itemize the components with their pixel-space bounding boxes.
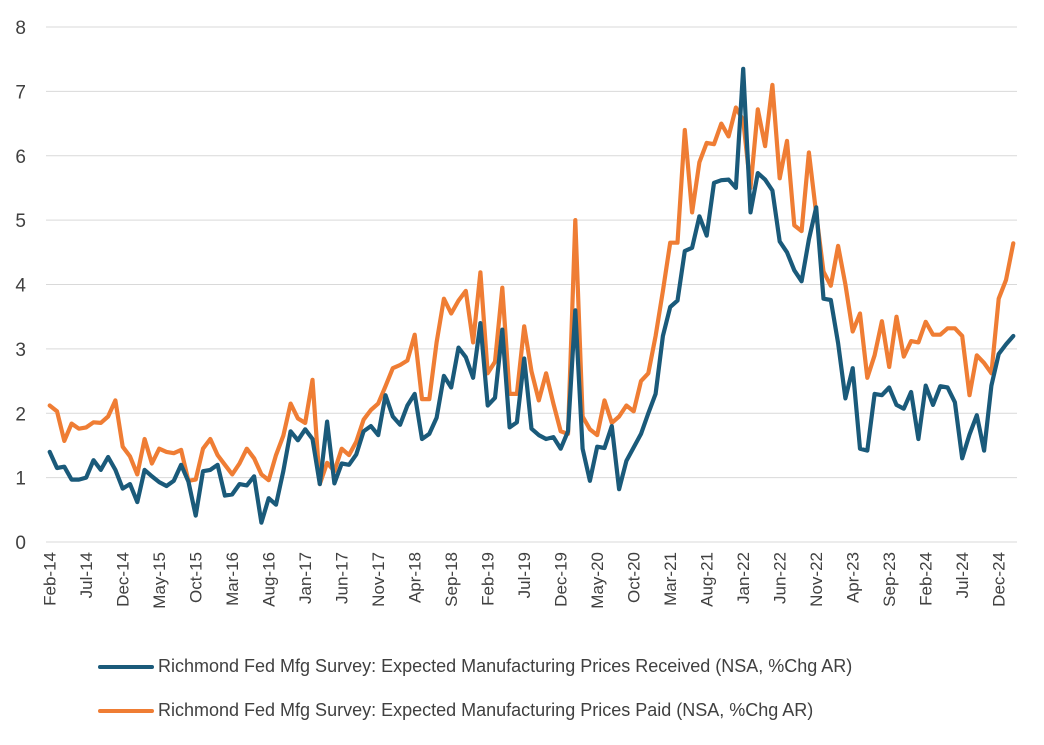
y-tick-label: 4 bbox=[15, 276, 26, 297]
x-tick-label: Jul-14 bbox=[77, 552, 96, 598]
x-tick-label: Feb-19 bbox=[479, 552, 498, 606]
x-tick-label: May-20 bbox=[588, 552, 607, 609]
legend-label-prices-received: Richmond Fed Mfg Survey: Expected Manufa… bbox=[158, 656, 853, 676]
x-tick-label: Nov-22 bbox=[807, 552, 826, 607]
x-tick-label: Jul-19 bbox=[515, 552, 534, 598]
x-tick-label: Feb-24 bbox=[917, 552, 936, 606]
y-tick-label: 1 bbox=[15, 469, 26, 490]
y-axis-ticks: 0 1 2 3 4 5 6 7 8 bbox=[15, 18, 26, 554]
x-tick-label: Apr-23 bbox=[844, 552, 863, 603]
x-tick-label: Jan-22 bbox=[734, 552, 753, 604]
x-tick-label: Mar-21 bbox=[661, 552, 680, 606]
x-tick-label: Mar-16 bbox=[223, 552, 242, 606]
y-tick-label: 6 bbox=[15, 147, 26, 168]
y-tick-label: 0 bbox=[15, 533, 26, 554]
x-tick-label: Feb-14 bbox=[41, 552, 60, 606]
x-tick-label: Jul-24 bbox=[953, 552, 972, 598]
x-tick-label: Oct-15 bbox=[187, 552, 206, 603]
series-line-prices-received bbox=[47, 66, 1016, 525]
legend-label-prices-paid: Richmond Fed Mfg Survey: Expected Manufa… bbox=[158, 700, 814, 720]
x-tick-label: Oct-20 bbox=[625, 552, 644, 603]
x-tick-label: Sep-18 bbox=[442, 552, 461, 607]
legend-item-prices-received: Richmond Fed Mfg Survey: Expected Manufa… bbox=[98, 656, 852, 677]
legend-swatch-prices-paid bbox=[98, 708, 154, 713]
y-tick-label: 3 bbox=[15, 340, 26, 361]
x-tick-label: Apr-18 bbox=[406, 552, 425, 603]
x-tick-label: Aug-16 bbox=[260, 552, 279, 607]
x-tick-label: Dec-19 bbox=[552, 552, 571, 607]
x-tick-label: Dec-14 bbox=[114, 552, 133, 607]
x-tick-label: Jun-22 bbox=[771, 552, 790, 604]
y-tick-label: 8 bbox=[15, 18, 26, 39]
x-tick-label: Jan-17 bbox=[296, 552, 315, 604]
x-tick-label: Nov-17 bbox=[369, 552, 388, 607]
gridlines bbox=[46, 26, 1017, 543]
series-line-prices-paid bbox=[47, 82, 1016, 487]
legend-item-prices-paid: Richmond Fed Mfg Survey: Expected Manufa… bbox=[98, 700, 813, 721]
series-lines bbox=[47, 66, 1016, 525]
x-tick-label: Jun-17 bbox=[333, 552, 352, 604]
x-tick-label: May-15 bbox=[150, 552, 169, 609]
legend-swatch-prices-received bbox=[98, 664, 154, 669]
x-tick-label: Dec-24 bbox=[990, 552, 1009, 607]
x-tick-label: Aug-21 bbox=[698, 552, 717, 607]
x-axis-ticks: Feb-14 Jul-14 Dec-14 May-15 Oct-15 Mar-16 Aug-… bbox=[41, 552, 1009, 609]
x-tick-label: Sep-23 bbox=[880, 552, 899, 607]
y-tick-label: 5 bbox=[15, 211, 26, 232]
y-tick-label: 2 bbox=[15, 404, 26, 425]
y-tick-label: 7 bbox=[15, 82, 26, 103]
